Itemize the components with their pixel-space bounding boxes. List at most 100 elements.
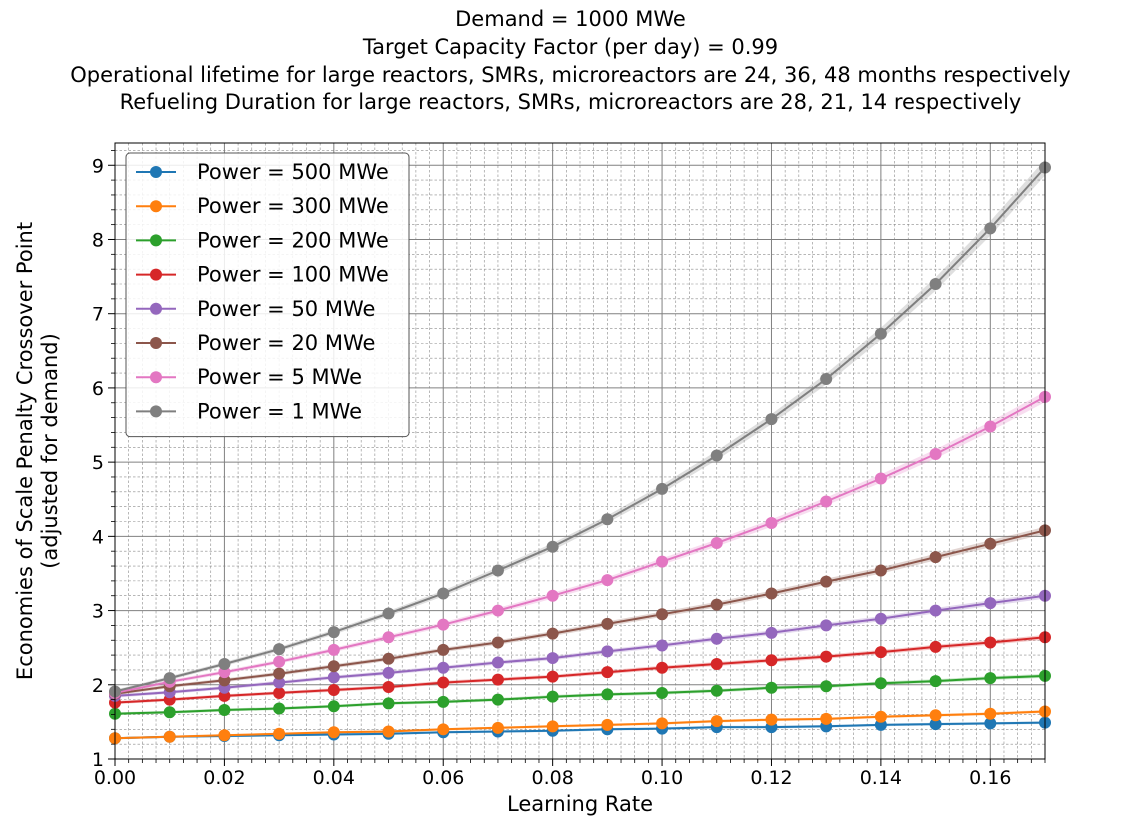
legend-marker	[150, 166, 162, 178]
data-point	[327, 626, 340, 639]
series-line	[114, 674, 1046, 715]
data-point	[984, 717, 997, 730]
series-line	[114, 721, 1046, 740]
legend-label: Power = 200 MWe	[197, 228, 389, 252]
data-point	[437, 643, 450, 656]
chart-title-line-4: Refueling Duration for large reactors, S…	[119, 90, 1022, 114]
legend: Power = 500 MWe Power = 300 MWe Power = 20…	[125, 152, 410, 438]
data-point	[273, 686, 286, 699]
x-tick-label: 0.06	[422, 767, 464, 789]
data-point	[656, 717, 669, 730]
data-point	[929, 709, 942, 722]
data-point	[273, 667, 286, 680]
legend-label: Power = 1 MWe	[197, 399, 362, 423]
legend-marker	[150, 234, 162, 247]
data-point	[218, 658, 231, 671]
data-point	[546, 589, 559, 602]
data-point	[656, 482, 669, 495]
legend-marker	[150, 371, 162, 384]
data-point	[765, 516, 778, 529]
chart-title-line-3: Operational lifetime for large reactors,…	[70, 63, 1071, 87]
x-tick-label: 0.02	[203, 767, 245, 789]
series-line	[114, 636, 1046, 704]
data-point	[601, 666, 614, 679]
data-point	[273, 655, 286, 668]
data-point	[546, 690, 559, 703]
data-point	[218, 704, 231, 717]
data-point	[710, 449, 723, 462]
data-point	[984, 707, 997, 720]
data-point	[710, 715, 723, 728]
data-point	[327, 683, 340, 696]
data-point	[656, 555, 669, 568]
data-point	[437, 723, 450, 736]
data-point	[327, 643, 340, 656]
legend-marker	[150, 337, 162, 349]
y-tick-label: 5	[92, 452, 104, 474]
data-point	[656, 661, 669, 674]
data-point	[984, 636, 997, 649]
data-point	[710, 658, 723, 671]
data-point	[491, 721, 504, 734]
y-tick-labels: 1 2 3 4 5 6 7 8 9	[92, 155, 104, 771]
x-axis-label: Learning Rate	[507, 792, 653, 816]
data-point	[327, 700, 340, 713]
data-point	[984, 420, 997, 433]
data-point	[656, 608, 669, 621]
x-tick-label: 0.04	[313, 767, 355, 789]
y-axis-label-line-2: (adjusted for demand)	[38, 333, 62, 569]
data-point	[601, 718, 614, 731]
data-point	[382, 681, 395, 694]
series-points	[109, 161, 1051, 745]
data-point	[765, 713, 778, 726]
x-tick-label: 0.08	[531, 767, 573, 789]
data-point	[710, 537, 723, 550]
y-axis-label-line-1: Economies of Scale Penalty Crossover Poi…	[13, 222, 37, 680]
data-point	[765, 681, 778, 694]
data-point	[273, 727, 286, 740]
data-point	[601, 617, 614, 630]
data-point	[273, 676, 286, 689]
data-point	[820, 680, 833, 693]
data-point	[984, 672, 997, 685]
data-point	[874, 677, 887, 690]
data-point	[765, 413, 778, 426]
data-point	[929, 604, 942, 617]
data-point	[874, 612, 887, 625]
data-point	[218, 729, 231, 742]
data-point	[491, 693, 504, 706]
data-point	[820, 373, 833, 386]
data-point	[929, 447, 942, 460]
data-point	[710, 598, 723, 611]
data-point	[765, 626, 778, 639]
data-point	[710, 684, 723, 697]
data-point	[491, 604, 504, 617]
data-point	[874, 646, 887, 659]
y-tick-label: 7	[92, 304, 104, 326]
data-point	[437, 695, 450, 708]
data-point	[382, 666, 395, 679]
y-tick-label: 4	[92, 526, 104, 548]
data-point	[327, 660, 340, 673]
legend-label: Power = 100 MWe	[197, 263, 389, 287]
data-point	[163, 706, 176, 719]
data-point	[437, 676, 450, 689]
data-point	[820, 575, 833, 588]
data-point	[874, 710, 887, 723]
data-point	[601, 645, 614, 658]
data-point	[382, 607, 395, 620]
y-tick-label: 2	[92, 675, 104, 697]
data-point	[437, 661, 450, 674]
data-point	[382, 725, 395, 738]
data-point	[382, 631, 395, 644]
data-point	[273, 702, 286, 715]
x-tick-label: 0.00	[94, 767, 136, 789]
data-point	[163, 672, 176, 685]
data-point	[601, 513, 614, 526]
series-line	[114, 166, 1046, 693]
legend-label: Power = 500 MWe	[197, 160, 389, 184]
data-point	[984, 537, 997, 550]
data-point	[820, 495, 833, 508]
